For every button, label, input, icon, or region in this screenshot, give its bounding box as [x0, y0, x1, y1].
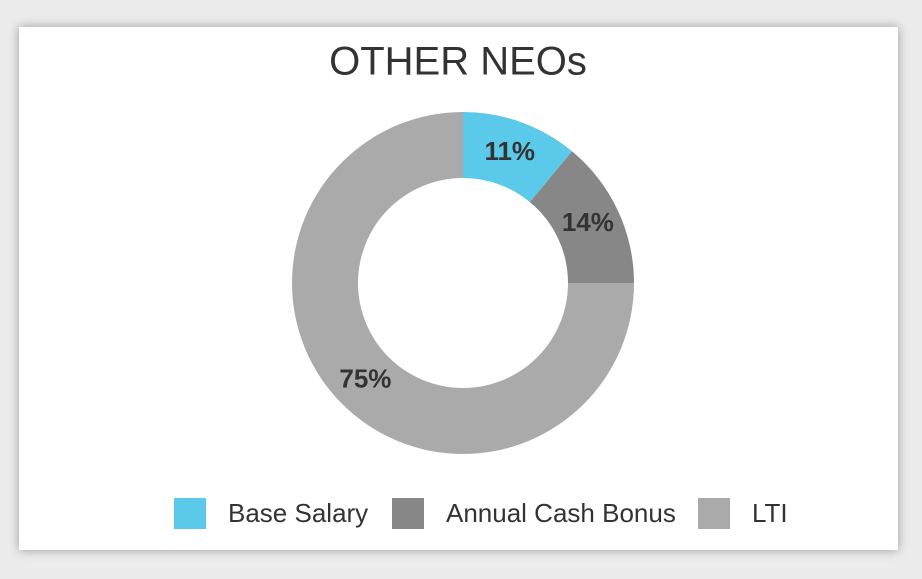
value-label: 75%	[339, 363, 391, 393]
donut-slice	[463, 112, 572, 203]
legend-label: Annual Cash Bonus	[446, 498, 676, 528]
legend-swatch	[698, 498, 730, 529]
legend-label: Base Salary	[228, 498, 368, 528]
donut-slice	[529, 151, 634, 283]
legend-label: LTI	[752, 498, 788, 528]
value-label: 14%	[562, 207, 614, 237]
donut-slice	[292, 112, 634, 454]
legend-swatch	[174, 498, 206, 529]
chart-title: OTHER NEOs	[329, 40, 587, 84]
value-label: 11%	[484, 136, 535, 166]
legend-swatch	[392, 498, 424, 529]
